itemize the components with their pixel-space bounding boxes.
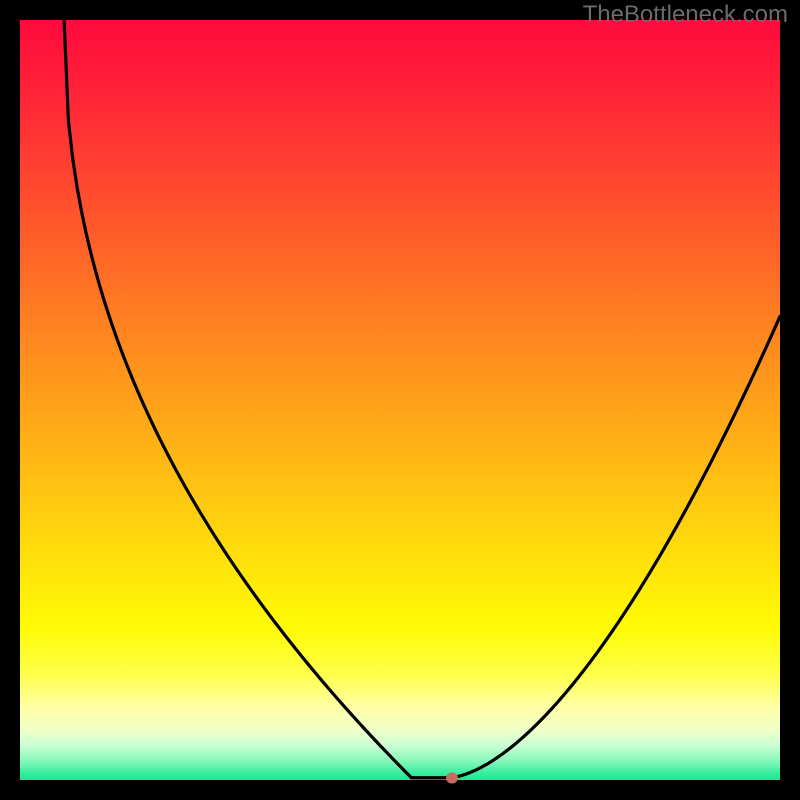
optimal-point-marker <box>446 772 458 783</box>
plot-area <box>20 20 780 780</box>
watermark-text: TheBottleneck.com <box>583 1 788 29</box>
chart-container: TheBottleneck.com <box>0 0 800 800</box>
bottleneck-curve <box>20 20 780 780</box>
